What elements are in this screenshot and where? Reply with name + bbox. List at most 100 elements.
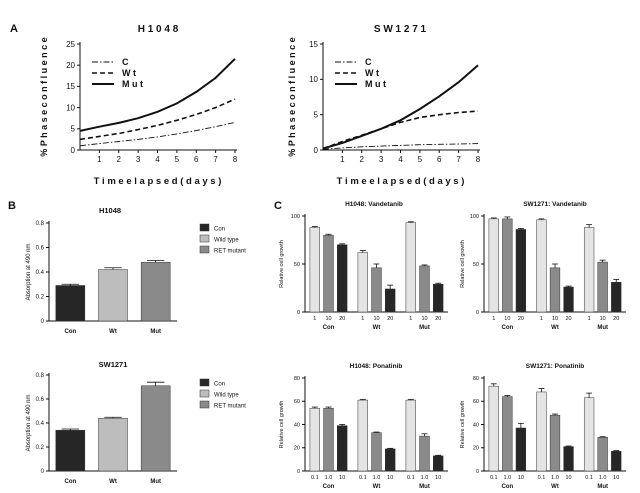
y-tick-label: 60: [294, 399, 300, 405]
y-axis-label: Relative cell growth: [460, 240, 466, 288]
legend-swatch: [199, 389, 210, 398]
series-line-c: [322, 143, 479, 150]
bar: [583, 227, 595, 313]
chart-title: H1048: Vandetanib: [345, 201, 403, 208]
x-tick-label: Con: [64, 329, 76, 335]
y-tick-label: 25: [66, 40, 75, 49]
series-line-wt: [322, 110, 479, 150]
y-tick-label: 0.6: [36, 246, 45, 252]
x-tick-label: Con: [64, 479, 76, 485]
legend-label: Con: [214, 227, 225, 233]
legend-label: M u t: [365, 79, 386, 89]
y-tick-label: 10: [309, 75, 318, 84]
bar: [371, 267, 382, 313]
legend-label: RET mutant: [214, 404, 246, 410]
chart-title: H1048: Ponatinib: [350, 363, 403, 370]
legend-label: W t: [365, 68, 379, 78]
y-tick-label: 0: [314, 146, 319, 155]
bar: [419, 435, 430, 472]
bar: [419, 265, 430, 313]
group-label: Wt: [373, 484, 381, 490]
bar: [583, 397, 595, 472]
x-tick-label: 10: [600, 316, 606, 322]
legend-swatch: [199, 245, 210, 254]
bar: [323, 407, 334, 472]
x-tick-label: 2: [360, 155, 365, 164]
x-tick-label: 20: [435, 316, 441, 322]
bar: [502, 218, 513, 313]
panel-letter-a: A: [10, 23, 18, 35]
bar: [597, 261, 608, 313]
x-tick-label: 7: [213, 155, 218, 164]
chart-h1048-vandetanib: H1048: Vandetanib 0 50 100 Relative cell gro…: [279, 201, 448, 331]
y-tick-label: 100: [291, 214, 300, 220]
x-tick-label: 0.1: [311, 475, 319, 481]
x-tick-label: 10: [421, 316, 427, 322]
y-axis-label: % P h a s e c o n f l u e n c e: [287, 37, 297, 156]
x-tick-label: 10: [565, 475, 571, 481]
y-tick-label: 0.2: [36, 445, 45, 451]
y-tick-label: 0.2: [36, 295, 45, 301]
x-tick-label: 3: [379, 155, 384, 164]
bar: [55, 285, 86, 322]
bar: [309, 407, 321, 472]
x-tick-label: 1: [540, 316, 543, 322]
y-tick-label: 0.4: [36, 421, 45, 427]
x-tick-label: 1.0: [325, 475, 333, 481]
chart-sw1271-absorption: SW1271 0 0.2 0.4 0.6 0.8 Absorption at 490 nm C…: [26, 360, 246, 485]
bar: [357, 399, 369, 472]
x-axis-label: T i m e e l a p s e d ( d a y s ): [337, 176, 465, 187]
y-tick-label: 0: [297, 469, 300, 475]
x-tick-label: Wt: [109, 479, 117, 485]
x-tick-label: 1.0: [373, 475, 381, 481]
y-tick-label: 0: [71, 146, 76, 155]
chart-title: H1048: [99, 206, 121, 215]
group-label: Wt: [551, 325, 559, 331]
y-tick-label: 5: [314, 110, 319, 119]
y-axis-label: % P h a s e c o n f l u e n c e: [39, 37, 49, 156]
y-tick-label: 60: [473, 399, 479, 405]
chart-title: SW1271: [99, 360, 128, 369]
group-label: Con: [501, 484, 513, 490]
legend-label: W t: [122, 68, 136, 78]
panel-letter-b: B: [8, 200, 16, 212]
x-axis-label: T i m e e l a p s e d ( d a y s ): [94, 176, 222, 187]
y-tick-label: 0.8: [36, 221, 45, 227]
x-tick-label: 1: [340, 155, 345, 164]
bar: [323, 234, 334, 313]
bar: [536, 219, 547, 313]
y-tick-label: 0: [297, 310, 300, 316]
x-tick-label: 8: [233, 155, 238, 164]
y-axis-label: Absorption at 490 nm: [26, 243, 32, 300]
bar: [515, 427, 527, 472]
bar: [515, 229, 527, 313]
x-tick-label: 1.0: [599, 475, 607, 481]
y-tick-label: 50: [473, 262, 479, 268]
y-tick-label: 20: [294, 446, 300, 452]
group-label: Mut: [597, 484, 608, 490]
x-tick-label: 0.1: [359, 475, 367, 481]
legend-label: Wild type: [214, 393, 239, 399]
x-tick-label: 6: [194, 155, 199, 164]
x-tick-label: 1: [588, 316, 591, 322]
group-label: Mut: [597, 325, 608, 331]
bar: [432, 455, 444, 472]
bar: [488, 218, 499, 313]
y-tick-label: 80: [473, 376, 479, 382]
x-tick-label: 10: [435, 475, 441, 481]
y-tick-label: 0: [476, 469, 479, 475]
x-tick-label: 8: [476, 155, 481, 164]
bar: [98, 417, 128, 472]
bar: [384, 448, 396, 472]
x-tick-label: 20: [339, 316, 345, 322]
bar: [140, 261, 171, 322]
panel-letter-c: C: [274, 200, 282, 212]
bar: [309, 227, 321, 313]
x-tick-label: 20: [565, 316, 571, 322]
bar: [549, 414, 561, 472]
legend-label: C: [122, 57, 129, 67]
y-tick-label: 5: [71, 125, 76, 134]
x-tick-label: Mut: [150, 479, 161, 485]
